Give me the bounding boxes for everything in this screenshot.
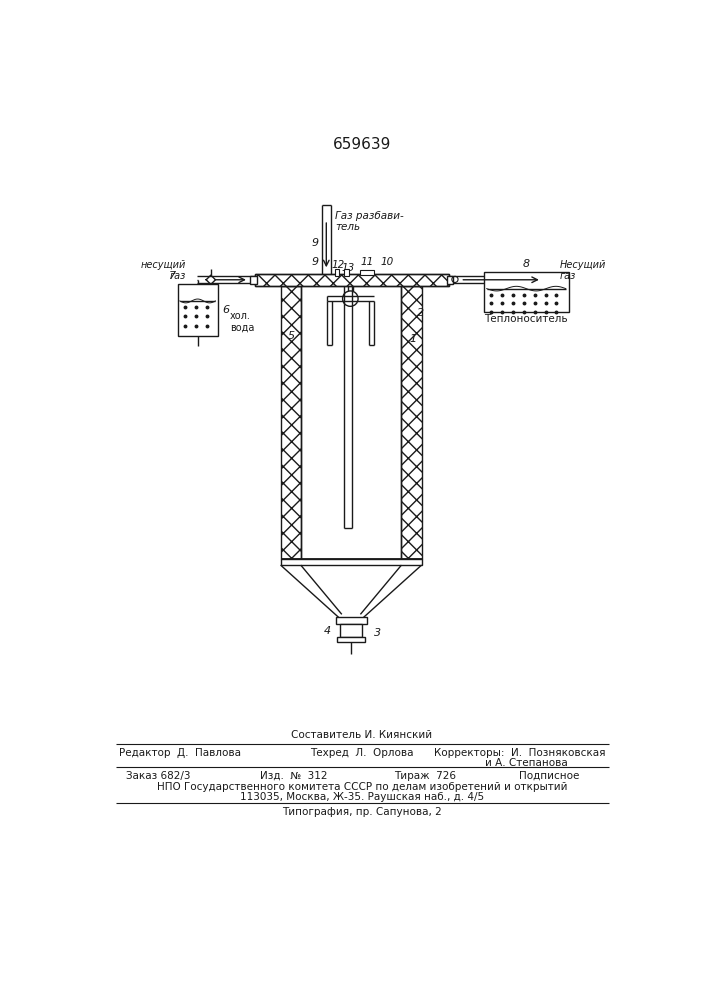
Text: Корректоры:  И.  Позняковская: Корректоры: И. Позняковская xyxy=(433,748,605,758)
Text: 13: 13 xyxy=(341,263,355,273)
Text: 8: 8 xyxy=(522,259,530,269)
Text: 2: 2 xyxy=(417,308,424,318)
Text: 113035, Москва, Ж-35. Раушская наб., д. 4/5: 113035, Москва, Ж-35. Раушская наб., д. … xyxy=(240,792,484,802)
Bar xyxy=(177,284,218,336)
Text: Подписное: Подписное xyxy=(520,771,580,781)
Bar xyxy=(402,286,421,559)
Text: Несущий
газ: Несущий газ xyxy=(559,260,606,281)
Text: 11: 11 xyxy=(361,257,374,267)
Text: 6: 6 xyxy=(222,305,229,315)
Text: 12: 12 xyxy=(332,260,344,270)
Text: 3: 3 xyxy=(374,628,381,638)
Text: 659639: 659639 xyxy=(333,137,391,152)
Text: Теплоноситель: Теплоноситель xyxy=(484,314,568,324)
Bar xyxy=(448,276,453,284)
Bar xyxy=(336,617,367,624)
Text: 4: 4 xyxy=(325,626,332,636)
Text: Заказ 682/3: Заказ 682/3 xyxy=(126,771,190,781)
Text: Изд.  №  312: Изд. № 312 xyxy=(260,771,327,781)
Text: 7: 7 xyxy=(168,271,175,281)
Bar xyxy=(484,272,569,312)
Text: Газ разбави-
тель: Газ разбави- тель xyxy=(335,211,404,232)
Text: Тираж  726: Тираж 726 xyxy=(395,771,457,781)
Bar xyxy=(281,559,421,565)
Bar xyxy=(337,637,365,642)
Text: Типография, пр. Сапунова, 2: Типография, пр. Сапунова, 2 xyxy=(282,807,442,817)
Text: НПО Государственного комитета СССР по делам изобретений и открытий: НПО Государственного комитета СССР по де… xyxy=(157,782,567,792)
Text: хол.
вода: хол. вода xyxy=(230,311,255,333)
Text: и А. Степанова: и А. Степанова xyxy=(485,758,568,768)
Bar xyxy=(340,624,362,637)
Text: Составитель И. Киянский: Составитель И. Киянский xyxy=(291,730,433,740)
Bar xyxy=(250,276,257,284)
Bar xyxy=(281,286,300,559)
Bar xyxy=(344,269,349,276)
Text: 9: 9 xyxy=(312,257,319,267)
Bar xyxy=(255,274,449,286)
Text: 5: 5 xyxy=(288,331,295,341)
Bar xyxy=(360,270,373,275)
Text: 10: 10 xyxy=(380,257,393,267)
Text: 1: 1 xyxy=(409,334,416,344)
Text: Техред  Л.  Орлова: Техред Л. Орлова xyxy=(310,748,414,758)
Text: несущий
газ: несущий газ xyxy=(141,260,186,281)
Text: 9: 9 xyxy=(312,238,319,248)
Bar xyxy=(335,269,339,276)
Text: Редактор  Д.  Павлова: Редактор Д. Павлова xyxy=(119,748,241,758)
